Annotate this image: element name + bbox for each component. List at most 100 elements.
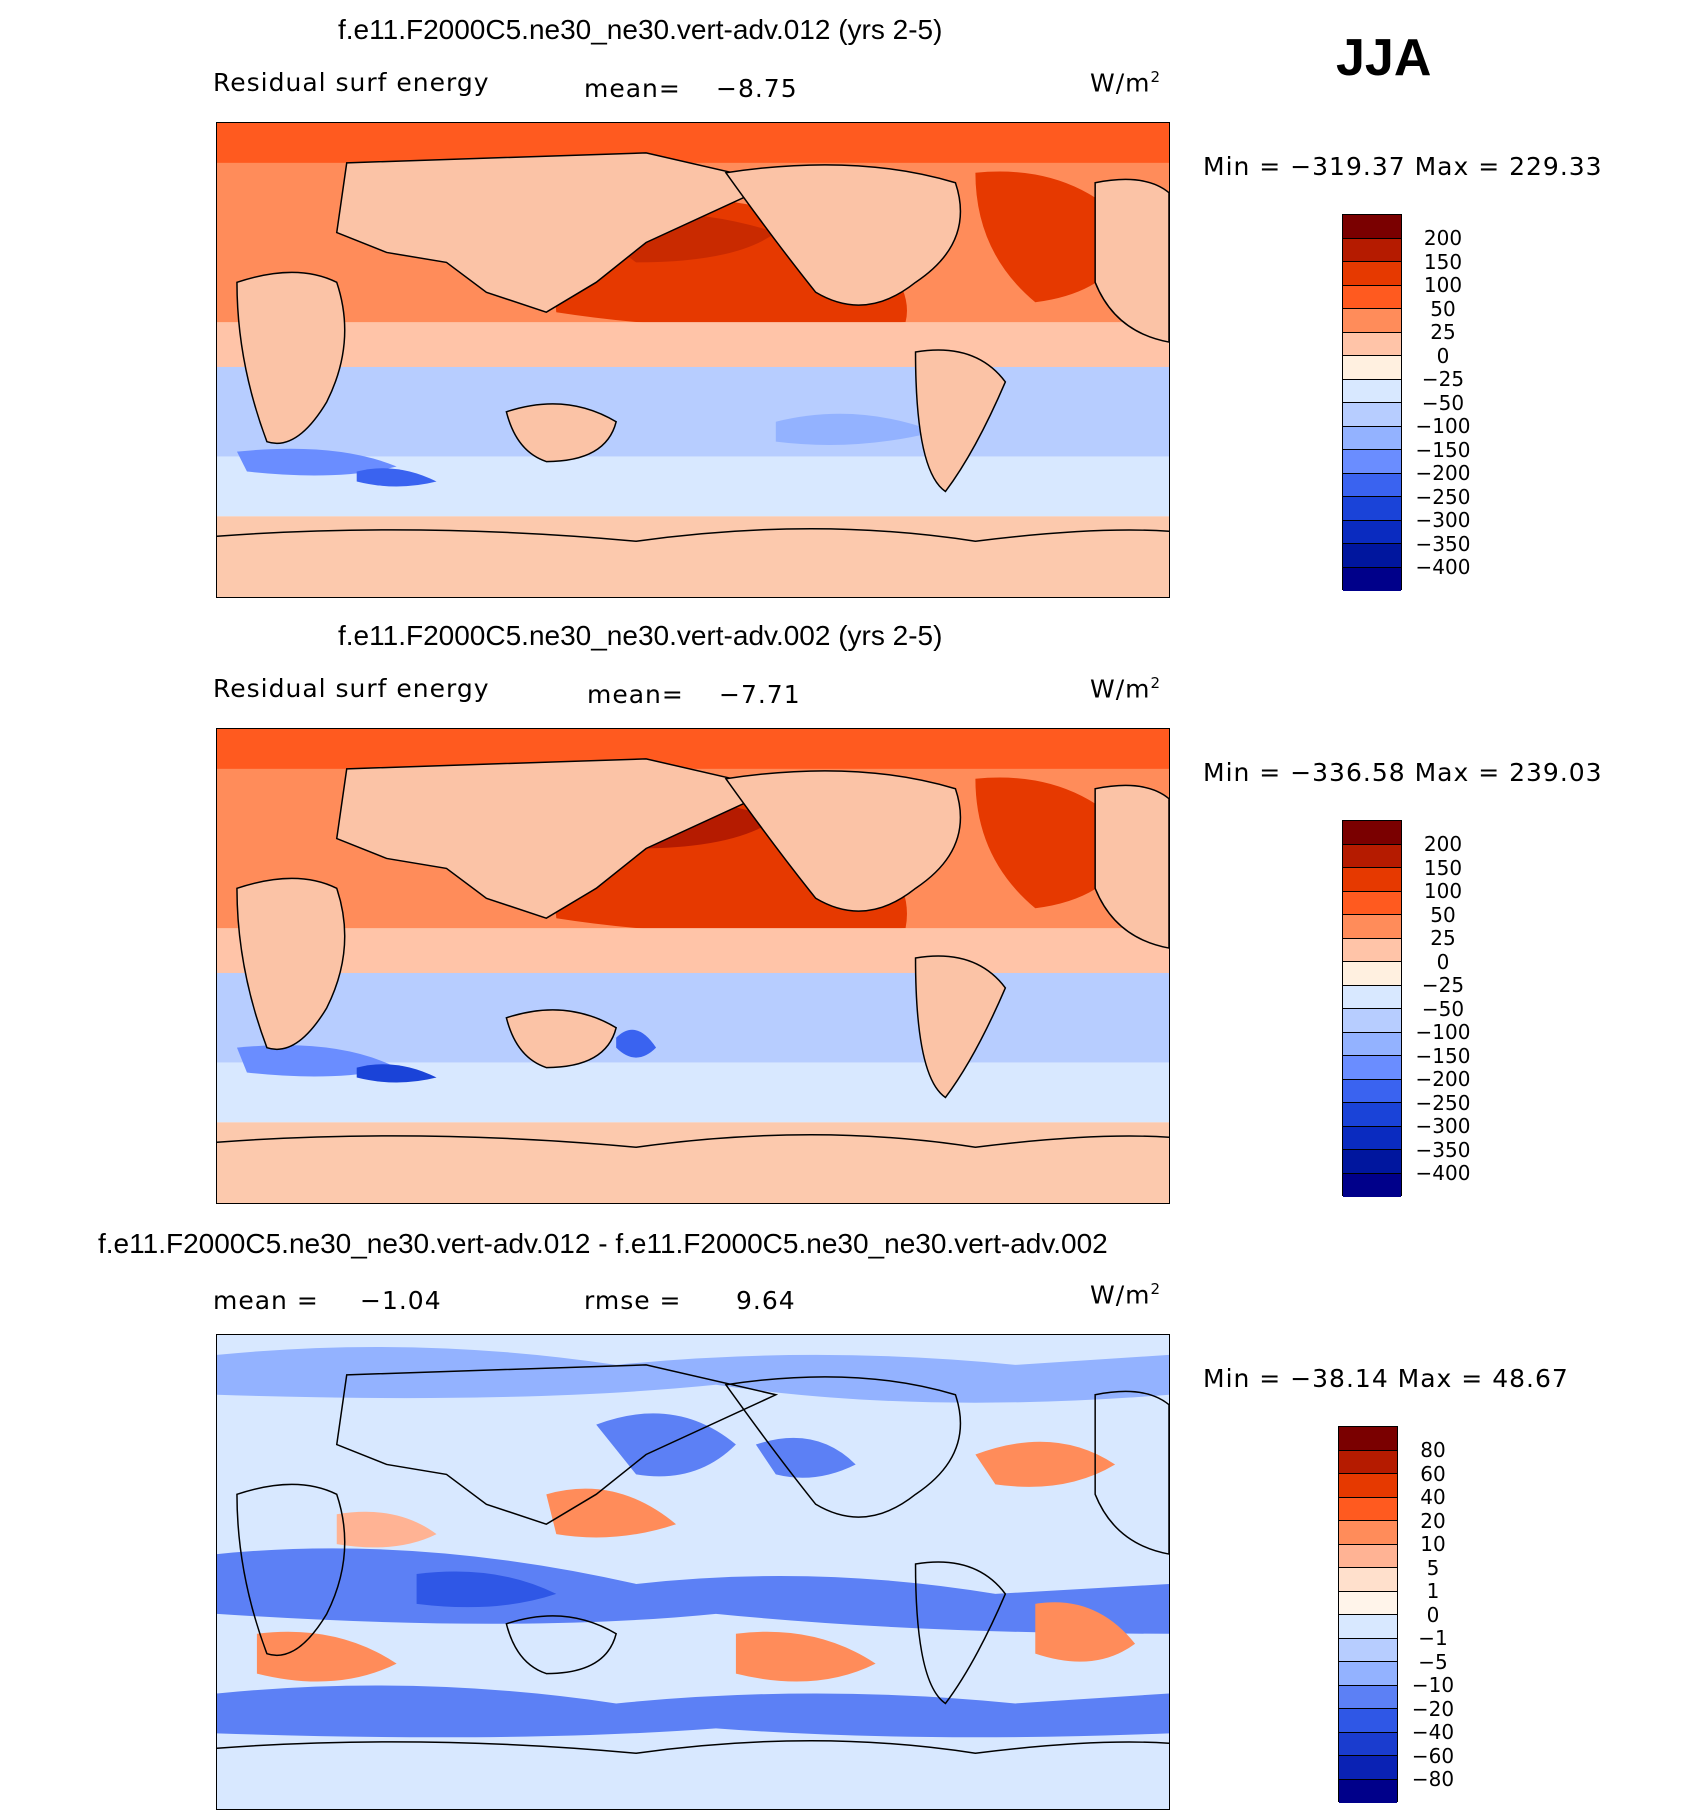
colorbar-tick-label: 150 <box>1423 249 1463 274</box>
colorbar-tick-label: 50 <box>1430 902 1456 927</box>
colorbar-2-bin <box>1343 915 1401 939</box>
colorbar-tick-label: 0 <box>1436 949 1450 974</box>
colorbar-3-bin <box>1339 1591 1397 1615</box>
colorbar-tick-label: −20 <box>1411 1696 1455 1721</box>
colorbar-2-bin <box>1343 1126 1401 1150</box>
colorbar-tick-label: 100 <box>1423 273 1463 297</box>
colorbar-tick-label: 100 <box>1423 879 1463 903</box>
colorbar-tick-label: −100 <box>1415 414 1471 438</box>
colorbar-tick-label: −60 <box>1411 1743 1455 1768</box>
colorbar-1-bin <box>1343 426 1401 450</box>
colorbar-tick-label: −5 <box>1418 1649 1448 1674</box>
colorbar-1-bin <box>1343 544 1401 568</box>
colorbar-tick-label: −200 <box>1415 1067 1471 1091</box>
panel-1-map-svg <box>217 123 1169 597</box>
colorbar-1-bin <box>1343 497 1401 521</box>
colorbar-tick-label: 150 <box>1423 855 1463 880</box>
colorbar-2-bin <box>1343 1032 1401 1056</box>
panel-1-title: f.e11.F2000C5.ne30_ne30.vert-adv.012 (yr… <box>338 14 943 45</box>
colorbar-tick-label: 60 <box>1420 1461 1446 1486</box>
panel-2-map <box>216 728 1170 1204</box>
colorbar-2-bin <box>1343 1009 1401 1033</box>
colorbar-tick-label: −50 <box>1421 390 1465 415</box>
colorbar-tick-label: 80 <box>1420 1438 1446 1462</box>
colorbar-tick-label: −80 <box>1411 1767 1455 1791</box>
colorbar-1-bin <box>1343 309 1401 333</box>
colorbar-tick-label: −350 <box>1415 531 1471 556</box>
colorbar-2-bin <box>1343 868 1401 892</box>
colorbar-tick-label: 0 <box>1426 1602 1440 1627</box>
colorbar-tick-label: −400 <box>1415 1161 1471 1185</box>
colorbar-tick-label: −350 <box>1415 1137 1471 1162</box>
colorbar-tick-label: −150 <box>1415 1043 1471 1068</box>
colorbar-3-bin <box>1339 1662 1397 1686</box>
panel-3-title: f.e11.F2000C5.ne30_ne30.vert-adv.012 - f… <box>98 1228 1108 1259</box>
colorbar-tick-label: 5 <box>1426 1555 1440 1580</box>
panel-3-map-svg <box>217 1335 1169 1809</box>
colorbar-tick-label: −300 <box>1415 1114 1471 1138</box>
colorbar-3-bin <box>1339 1732 1397 1756</box>
panel-1-mean-label: mean= <box>584 74 681 103</box>
colorbar-1-bin <box>1343 238 1401 262</box>
colorbar-tick-label: 200 <box>1423 226 1463 250</box>
colorbar-tick-label: 0 <box>1436 343 1450 368</box>
colorbar-1-bin <box>1343 356 1401 380</box>
colorbar-tick-label: −150 <box>1415 437 1471 462</box>
panel-3-units: W/m2 <box>1090 1280 1162 1310</box>
panel-1-mean-value: −8.75 <box>716 74 798 103</box>
colorbar-tick-label: 25 <box>1430 926 1456 950</box>
panel-2-title: f.e11.F2000C5.ne30_ne30.vert-adv.002 (yr… <box>338 620 943 651</box>
colorbar-tick-label: −40 <box>1411 1720 1455 1744</box>
panel-2-mean-label: mean= <box>587 680 684 709</box>
panel-3-rmse-label: rmse = <box>584 1286 682 1315</box>
panel-2-minmax: Min = −336.58 Max = 239.03 <box>1203 758 1603 787</box>
colorbar-1-bin <box>1343 473 1401 497</box>
colorbar-2-bin <box>1343 938 1401 962</box>
panel-3-mean-label: mean = <box>213 1286 319 1315</box>
colorbar-3-bin <box>1339 1450 1397 1474</box>
colorbar-tick-label: 25 <box>1430 320 1456 344</box>
colorbar-2-bin <box>1343 1103 1401 1127</box>
colorbar-tick-label: 40 <box>1420 1485 1446 1509</box>
colorbar-tick-label: −250 <box>1415 1090 1471 1115</box>
panel-1-map <box>216 122 1170 598</box>
colorbar-tick-label: 20 <box>1420 1508 1446 1533</box>
colorbar-tick-label: −1 <box>1418 1626 1448 1650</box>
colorbar-tick-label: −100 <box>1415 1020 1471 1044</box>
colorbar-2-bin <box>1343 844 1401 868</box>
panel-3-minmax: Min = −38.14 Max = 48.67 <box>1203 1364 1569 1393</box>
panel-2-colorbar <box>1342 820 1402 1197</box>
colorbar-2-bin <box>1343 1079 1401 1103</box>
season-label: JJA <box>1336 29 1432 87</box>
colorbar-3-bin <box>1339 1756 1397 1780</box>
colorbar-1-bin <box>1343 403 1401 427</box>
colorbar-2-bin <box>1343 1056 1401 1080</box>
colorbar-3-bin <box>1339 1709 1397 1733</box>
panel-1-units: W/m2 <box>1090 68 1162 98</box>
panel-2-mean-value: −7.71 <box>719 680 801 709</box>
colorbar-1-bin <box>1343 285 1401 309</box>
colorbar-2-bin <box>1343 821 1401 845</box>
colorbar-3-bin <box>1339 1685 1397 1709</box>
colorbar-3-bin <box>1339 1568 1397 1592</box>
colorbar-3-bin <box>1339 1615 1397 1639</box>
colorbar-1-bin <box>1343 332 1401 356</box>
panel-1-colorbar <box>1342 214 1402 591</box>
colorbar-1-bin <box>1343 450 1401 474</box>
colorbar-1-bin <box>1343 567 1401 591</box>
colorbar-tick-label: 50 <box>1430 296 1456 321</box>
colorbar-2-bin <box>1343 1150 1401 1174</box>
panel-2-units: W/m2 <box>1090 674 1162 704</box>
panel-1-minmax: Min = −319.37 Max = 229.33 <box>1203 152 1603 181</box>
colorbar-3-bin <box>1339 1427 1397 1451</box>
panel-3-colorbar <box>1338 1426 1398 1803</box>
colorbar-tick-label: −300 <box>1415 508 1471 532</box>
colorbar-3-bin <box>1339 1779 1397 1803</box>
colorbar-2-bin <box>1343 1173 1401 1197</box>
panel-3-map <box>216 1334 1170 1810</box>
colorbar-3-bin <box>1339 1497 1397 1521</box>
colorbar-1-bin <box>1343 520 1401 544</box>
colorbar-tick-label: 200 <box>1423 832 1463 856</box>
colorbar-1-bin <box>1343 215 1401 239</box>
colorbar-tick-label: −25 <box>1421 973 1465 997</box>
